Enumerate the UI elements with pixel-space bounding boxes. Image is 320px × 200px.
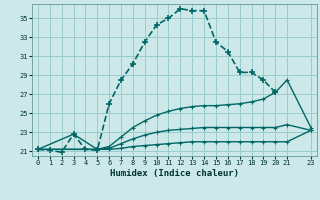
X-axis label: Humidex (Indice chaleur): Humidex (Indice chaleur) [110,169,239,178]
